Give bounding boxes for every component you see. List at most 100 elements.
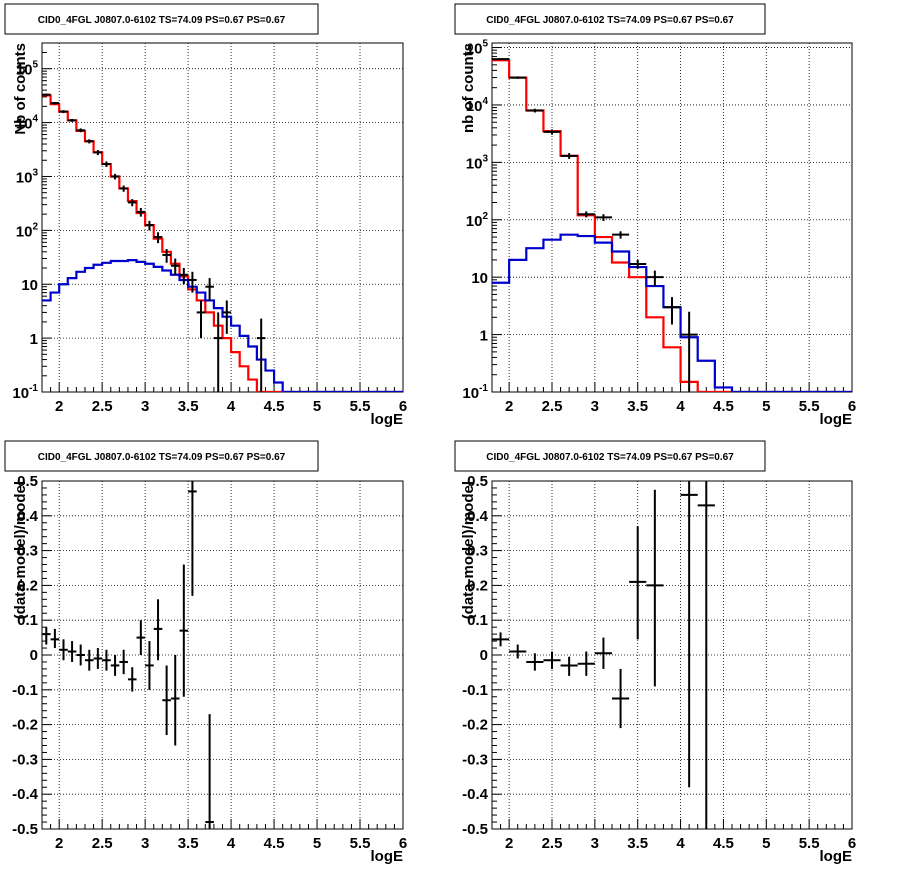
x-tick-label: 2 [55, 398, 63, 415]
data-point [188, 271, 197, 293]
y-tick-label: 0.5 [17, 473, 38, 490]
data-point [509, 76, 527, 79]
data-point [205, 278, 214, 301]
x-tick-label: 4 [227, 398, 236, 415]
y-tick-label: 0.3 [467, 543, 488, 560]
plot-frame [41, 42, 404, 393]
data-point [136, 620, 146, 655]
data-point [93, 149, 103, 156]
x-tick-label: 5.5 [350, 835, 371, 852]
y-tick-label: 105 [16, 60, 39, 79]
y-axis-title: (data-model)/model [12, 481, 29, 619]
data-point [76, 128, 85, 133]
data-point [697, 481, 715, 829]
data-point [543, 651, 561, 669]
data-point [102, 649, 111, 671]
y-tick-label: 104 [16, 114, 39, 133]
y-tick-label: 1 [30, 331, 38, 348]
data-point [492, 58, 510, 61]
data-point [76, 644, 85, 666]
data-point [145, 641, 154, 690]
y-tick-label: 103 [466, 153, 489, 172]
x-tick-label: 2 [505, 835, 513, 852]
data-point [110, 655, 120, 676]
y-tick-label: 0.1 [17, 612, 38, 629]
data-point [42, 93, 51, 96]
data-point [127, 199, 137, 207]
y-tick-label: 0.5 [467, 473, 488, 490]
x-tick-label: 6 [399, 398, 407, 415]
x-tick-label: 2.5 [92, 835, 113, 852]
y-axis-title: nb of counts [460, 43, 477, 133]
x-tick-label: 3 [141, 835, 149, 852]
data-point [50, 628, 60, 649]
data-point [179, 564, 189, 697]
x-tick-label: 5.5 [350, 398, 371, 415]
data-point [136, 207, 146, 217]
data-point [663, 297, 681, 325]
y-tick-label: 10 [21, 277, 38, 294]
x-tick-label: 3.5 [178, 835, 199, 852]
data-point [188, 481, 197, 596]
data-point [612, 231, 630, 239]
data-point [42, 627, 51, 645]
chart-panel-residuals-fine: CID0_4FGL J0807.0-6102 TS=74.09 PS=0.67 … [4, 440, 407, 865]
y-tick-label: 102 [466, 211, 489, 230]
y-tick-label: 0 [30, 647, 38, 664]
y-tick-label: 102 [16, 221, 39, 240]
y-tick-label: -0.4 [462, 786, 489, 803]
data-point [67, 641, 77, 662]
data-point [59, 110, 68, 114]
data-point [119, 649, 128, 675]
data-point [213, 312, 223, 392]
y-tick-label: -0.2 [12, 717, 38, 734]
x-tick-label: 4.5 [264, 835, 285, 852]
y-tick-label: -0.4 [12, 786, 39, 803]
data-point [50, 101, 60, 105]
plot-frame [491, 42, 853, 393]
data-point [67, 118, 77, 122]
data-point [84, 649, 94, 671]
x-tick-label: 4 [676, 835, 685, 852]
data-point [526, 653, 544, 671]
data-point [594, 637, 612, 669]
y-tick-label: -0.1 [12, 682, 38, 699]
y-tick-label: 0 [480, 647, 488, 664]
series-source_model-line [42, 259, 403, 392]
data-point [256, 318, 266, 392]
chart-title-box [4, 3, 319, 35]
data-point [492, 632, 510, 647]
data-point [59, 639, 68, 661]
data-point [577, 211, 595, 218]
x-tick-label: 4 [227, 835, 236, 852]
data-point [110, 173, 120, 180]
x-tick-label: 2.5 [542, 835, 563, 852]
x-tick-label: 6 [848, 835, 856, 852]
x-tick-label: 5.5 [799, 835, 820, 852]
chart-title: CID0_4FGL J0807.0-6102 TS=74.09 PS=0.67 … [486, 15, 734, 26]
data-point [629, 259, 647, 269]
data-point [153, 599, 163, 661]
chart-panel-counts-fine: CID0_4FGL J0807.0-6102 TS=74.09 PS=0.67 … [4, 3, 407, 428]
x-tick-label: 4.5 [713, 835, 734, 852]
chart-title: CID0_4FGL J0807.0-6102 TS=74.09 PS=0.67 … [38, 452, 286, 463]
data-point [145, 220, 154, 231]
data-point [543, 129, 561, 135]
x-tick-label: 5 [313, 835, 321, 852]
x-axis-title: logE [820, 848, 853, 865]
y-tick-label: -0.5 [12, 821, 38, 838]
data-point [509, 644, 527, 659]
y-tick-label: 103 [16, 167, 39, 186]
y-tick-label: 0.4 [467, 508, 489, 525]
x-tick-label: 2 [505, 398, 513, 415]
y-tick-label: 0.4 [17, 508, 39, 525]
y-tick-label: 10-1 [12, 383, 38, 402]
data-point [612, 668, 630, 729]
series-total_model-line [42, 94, 403, 392]
data-point [577, 651, 595, 676]
x-tick-label: 4 [676, 398, 685, 415]
data-point [560, 153, 578, 159]
data-point [153, 232, 163, 244]
data-point [93, 648, 103, 669]
